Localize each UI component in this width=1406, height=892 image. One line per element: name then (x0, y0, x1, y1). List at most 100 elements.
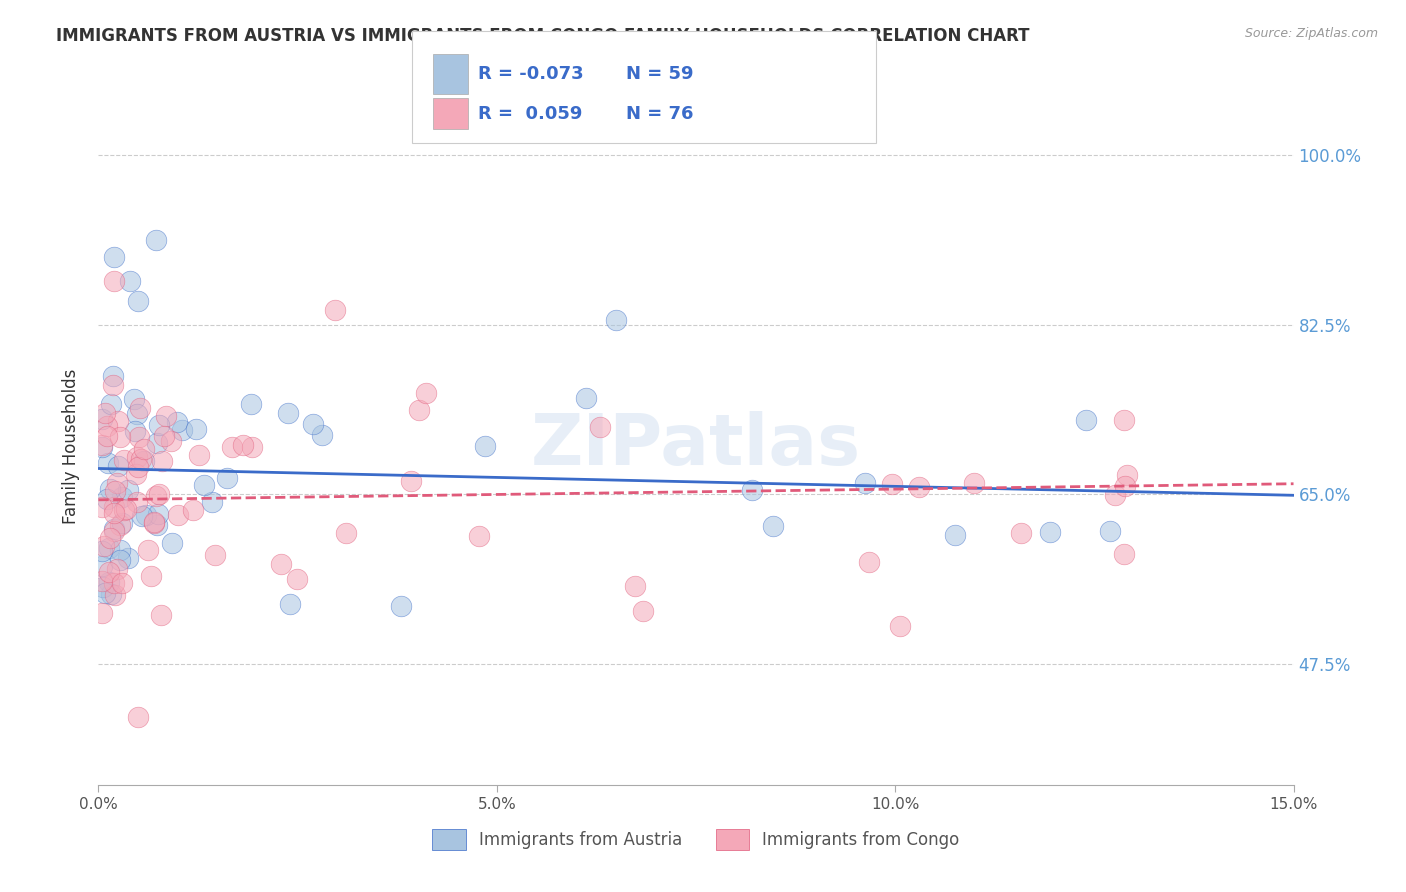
Immigrants from Austria (853, 475, 876, 490)
Immigrants from Austria (240, 397, 263, 411)
Immigrants from Congo (1104, 488, 1126, 502)
Immigrants from Congo (94, 406, 117, 420)
Immigrants from Congo (107, 414, 129, 428)
Immigrants from Austria (110, 491, 132, 505)
Immigrants from Congo (127, 710, 149, 724)
Immigrants from Congo (103, 524, 125, 538)
Immigrants from Austria (193, 478, 215, 492)
Immigrants from Austria (98, 482, 121, 496)
Immigrants from Austria (117, 550, 139, 565)
Immigrants from Congo (145, 489, 167, 503)
Immigrants from Congo (858, 555, 880, 569)
Immigrants from Congo (1114, 479, 1136, 493)
Immigrants from Congo (91, 438, 114, 452)
Immigrants from Austria (124, 392, 146, 406)
Immigrants from Austria (131, 509, 153, 524)
Immigrants from Congo (882, 476, 904, 491)
Y-axis label: Family Households: Family Households (62, 368, 80, 524)
Immigrants from Congo (468, 529, 491, 543)
Immigrants from Austria (96, 492, 118, 507)
Immigrants from Austria (134, 453, 156, 467)
Immigrants from Austria (145, 517, 167, 532)
Immigrants from Austria (1039, 525, 1062, 540)
Immigrants from Austria (120, 274, 142, 288)
Immigrants from Austria (145, 234, 167, 248)
Immigrants from Austria (97, 456, 120, 470)
Immigrants from Congo (91, 500, 114, 514)
Immigrants from Congo (1112, 413, 1135, 427)
Immigrants from Congo (112, 453, 135, 467)
Immigrants from Austria (166, 415, 188, 429)
Immigrants from Austria (91, 441, 114, 455)
Immigrants from Austria (100, 397, 122, 411)
Immigrants from Congo (188, 448, 211, 462)
Immigrants from Austria (1098, 524, 1121, 539)
Immigrants from Austria (1074, 412, 1097, 426)
Immigrants from Austria (127, 293, 149, 308)
Immigrants from Congo (150, 454, 173, 468)
Immigrants from Congo (1010, 525, 1032, 540)
Immigrants from Congo (93, 540, 115, 554)
Immigrants from Congo (143, 515, 166, 529)
Immigrants from Congo (148, 487, 170, 501)
Immigrants from Austria (98, 574, 121, 589)
Immigrants from Congo (96, 429, 118, 443)
Immigrants from Congo (889, 619, 911, 633)
Immigrants from Congo (103, 500, 125, 514)
Immigrants from Congo (127, 460, 149, 475)
Text: N = 59: N = 59 (626, 65, 693, 83)
Text: R =  0.059: R = 0.059 (478, 105, 582, 123)
Immigrants from Congo (399, 474, 422, 488)
Immigrants from Congo (105, 475, 128, 490)
Immigrants from Congo (96, 418, 118, 433)
Immigrants from Austria (474, 439, 496, 453)
Immigrants from Austria (160, 536, 183, 550)
Immigrants from Congo (104, 484, 127, 499)
Immigrants from Congo (104, 589, 127, 603)
Immigrants from Congo (105, 562, 128, 576)
Immigrants from Austria (278, 597, 301, 611)
Text: IMMIGRANTS FROM AUSTRIA VS IMMIGRANTS FROM CONGO FAMILY HOUSEHOLDS CORRELATION C: IMMIGRANTS FROM AUSTRIA VS IMMIGRANTS FR… (56, 27, 1029, 45)
Immigrants from Austria (101, 368, 124, 383)
Immigrants from Austria (103, 523, 125, 537)
Immigrants from Austria (146, 436, 169, 450)
Immigrants from Congo (408, 403, 430, 417)
Immigrants from Austria (172, 423, 194, 437)
Immigrants from Congo (125, 450, 148, 464)
Immigrants from Congo (1115, 467, 1137, 482)
Immigrants from Congo (108, 518, 131, 533)
Immigrants from Congo (323, 303, 346, 318)
Immigrants from Austria (94, 585, 117, 599)
Immigrants from Congo (335, 525, 357, 540)
Immigrants from Congo (103, 576, 125, 591)
Immigrants from Congo (132, 442, 155, 457)
Immigrants from Congo (160, 434, 183, 449)
Text: Source: ZipAtlas.com: Source: ZipAtlas.com (1244, 27, 1378, 40)
Text: R = -0.073: R = -0.073 (478, 65, 583, 83)
Immigrants from Austria (146, 508, 169, 522)
Immigrants from Austria (311, 428, 333, 442)
Immigrants from Congo (270, 558, 292, 572)
Immigrants from Austria (127, 407, 149, 421)
Immigrants from Congo (103, 506, 125, 520)
Legend: Immigrants from Austria, Immigrants from Congo: Immigrants from Austria, Immigrants from… (425, 821, 967, 858)
Immigrants from Austria (741, 483, 763, 497)
Immigrants from Austria (110, 516, 132, 531)
Immigrants from Austria (124, 424, 146, 438)
Immigrants from Congo (149, 607, 172, 622)
Immigrants from Congo (181, 503, 204, 517)
Immigrants from Congo (127, 495, 149, 509)
Immigrants from Congo (204, 548, 226, 562)
Immigrants from Congo (98, 566, 121, 580)
Immigrants from Austria (91, 543, 114, 558)
Immigrants from Austria (103, 250, 125, 264)
Immigrants from Congo (633, 604, 655, 618)
Immigrants from Austria (186, 422, 208, 436)
Immigrants from Congo (153, 428, 176, 442)
Immigrants from Congo (108, 430, 131, 444)
Immigrants from Austria (117, 483, 139, 497)
Immigrants from Congo (111, 575, 134, 590)
Immigrants from Congo (136, 543, 159, 558)
Immigrants from Austria (100, 587, 122, 601)
Immigrants from Congo (114, 502, 136, 516)
